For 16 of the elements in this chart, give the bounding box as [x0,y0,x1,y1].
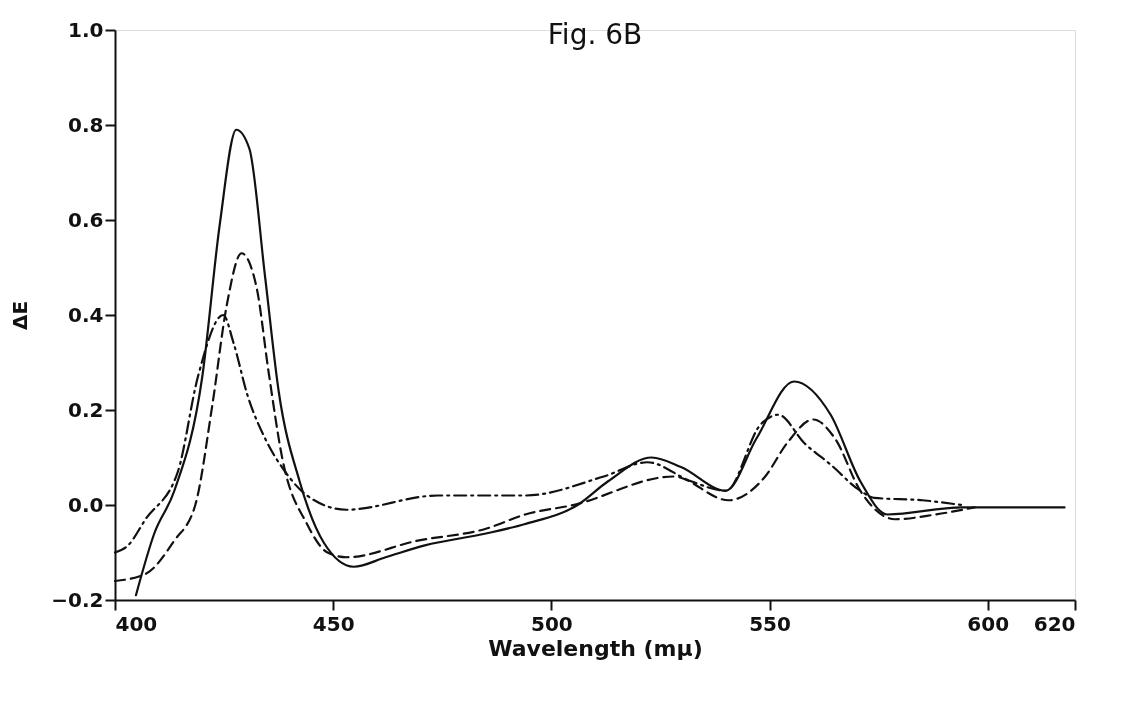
chart-title: Fig. 6B [547,18,643,51]
x-tick-label: 450 [312,611,355,636]
y-tick-label: 0.0 [68,492,104,517]
x-tick-label: 600 [967,611,1010,636]
x-axis-title: Wavelength (mμ) [488,635,703,661]
y-tick-label: −0.2 [51,587,104,612]
y-axis-title: ΔE [8,300,33,331]
x-tick-label: 500 [530,611,573,636]
x-tick-label: 400 [115,611,158,636]
y-tick-label: 1.0 [68,17,104,42]
x-tick-label: 620 [1033,611,1076,636]
x-tick-label: 550 [749,611,791,636]
y-tick-label: 0.4 [68,302,104,327]
y-tick-label: 0.6 [68,207,104,232]
y-tick-label: 0.2 [68,397,104,422]
y-tick-label: 0.8 [68,112,104,137]
